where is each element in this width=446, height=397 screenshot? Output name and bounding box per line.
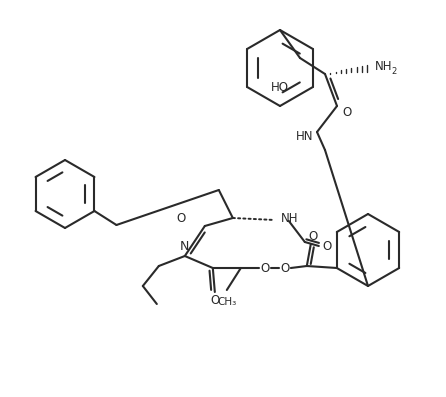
Text: CH₃: CH₃	[217, 297, 236, 307]
Text: NH: NH	[281, 212, 298, 225]
Text: O: O	[260, 262, 269, 276]
Text: O: O	[210, 293, 219, 306]
Text: O: O	[322, 241, 331, 254]
Text: N: N	[180, 239, 190, 252]
Text: HO: HO	[271, 81, 289, 94]
Text: NH: NH	[375, 60, 392, 73]
Text: O: O	[176, 212, 186, 224]
Text: HN: HN	[296, 129, 314, 143]
Text: 2: 2	[391, 67, 396, 75]
Text: O: O	[280, 262, 289, 276]
Text: O: O	[343, 106, 351, 118]
Text: O: O	[308, 229, 318, 243]
